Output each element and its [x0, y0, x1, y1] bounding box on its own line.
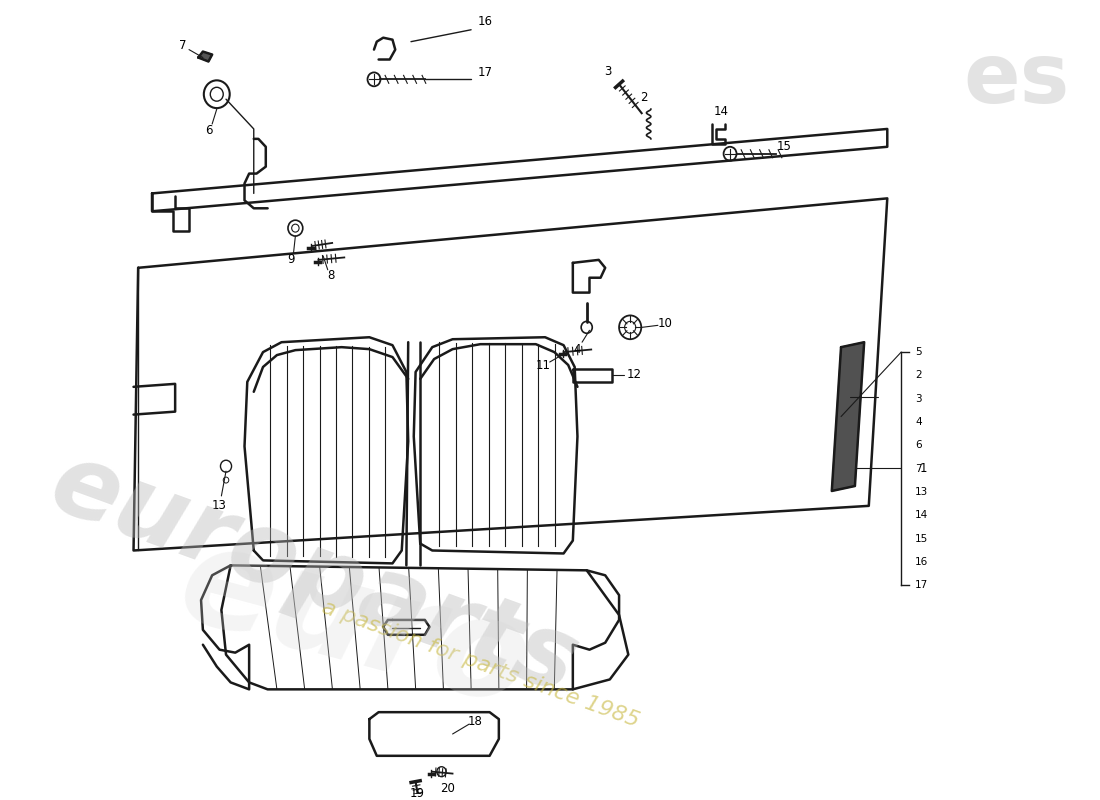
Text: 1: 1	[920, 462, 927, 474]
Text: 19: 19	[410, 787, 425, 800]
Text: 7: 7	[915, 464, 922, 474]
Text: 3: 3	[915, 394, 922, 404]
Text: 2: 2	[640, 90, 648, 104]
Polygon shape	[198, 51, 212, 62]
Text: 9: 9	[287, 254, 295, 266]
Text: 17: 17	[915, 580, 928, 590]
Text: euro: euro	[166, 514, 546, 736]
Text: 6: 6	[915, 440, 922, 450]
Text: 15: 15	[915, 534, 928, 543]
Text: 2: 2	[915, 370, 922, 381]
Text: 7: 7	[179, 39, 186, 52]
Text: 15: 15	[777, 140, 791, 154]
Text: 16: 16	[915, 557, 928, 567]
Text: a passion for parts since 1985: a passion for parts since 1985	[319, 598, 641, 731]
Text: 13: 13	[915, 487, 928, 497]
Text: 4: 4	[915, 417, 922, 427]
Text: 13: 13	[212, 499, 227, 512]
Text: 4: 4	[574, 342, 581, 356]
Text: 6: 6	[205, 125, 212, 138]
Text: es: es	[964, 39, 1070, 120]
Text: 3: 3	[604, 65, 612, 78]
Text: 5: 5	[915, 347, 922, 357]
Text: 20: 20	[440, 782, 455, 795]
Text: 11: 11	[536, 358, 551, 371]
Text: 14: 14	[915, 510, 928, 520]
Text: europarts: europarts	[37, 435, 591, 715]
Text: 16: 16	[477, 15, 493, 28]
Text: 17: 17	[477, 66, 493, 79]
Polygon shape	[832, 342, 865, 491]
Text: 10: 10	[658, 317, 673, 330]
Text: 8: 8	[327, 270, 334, 282]
Text: 14: 14	[713, 105, 728, 118]
Text: 18: 18	[468, 714, 482, 727]
Text: 12: 12	[626, 369, 641, 382]
